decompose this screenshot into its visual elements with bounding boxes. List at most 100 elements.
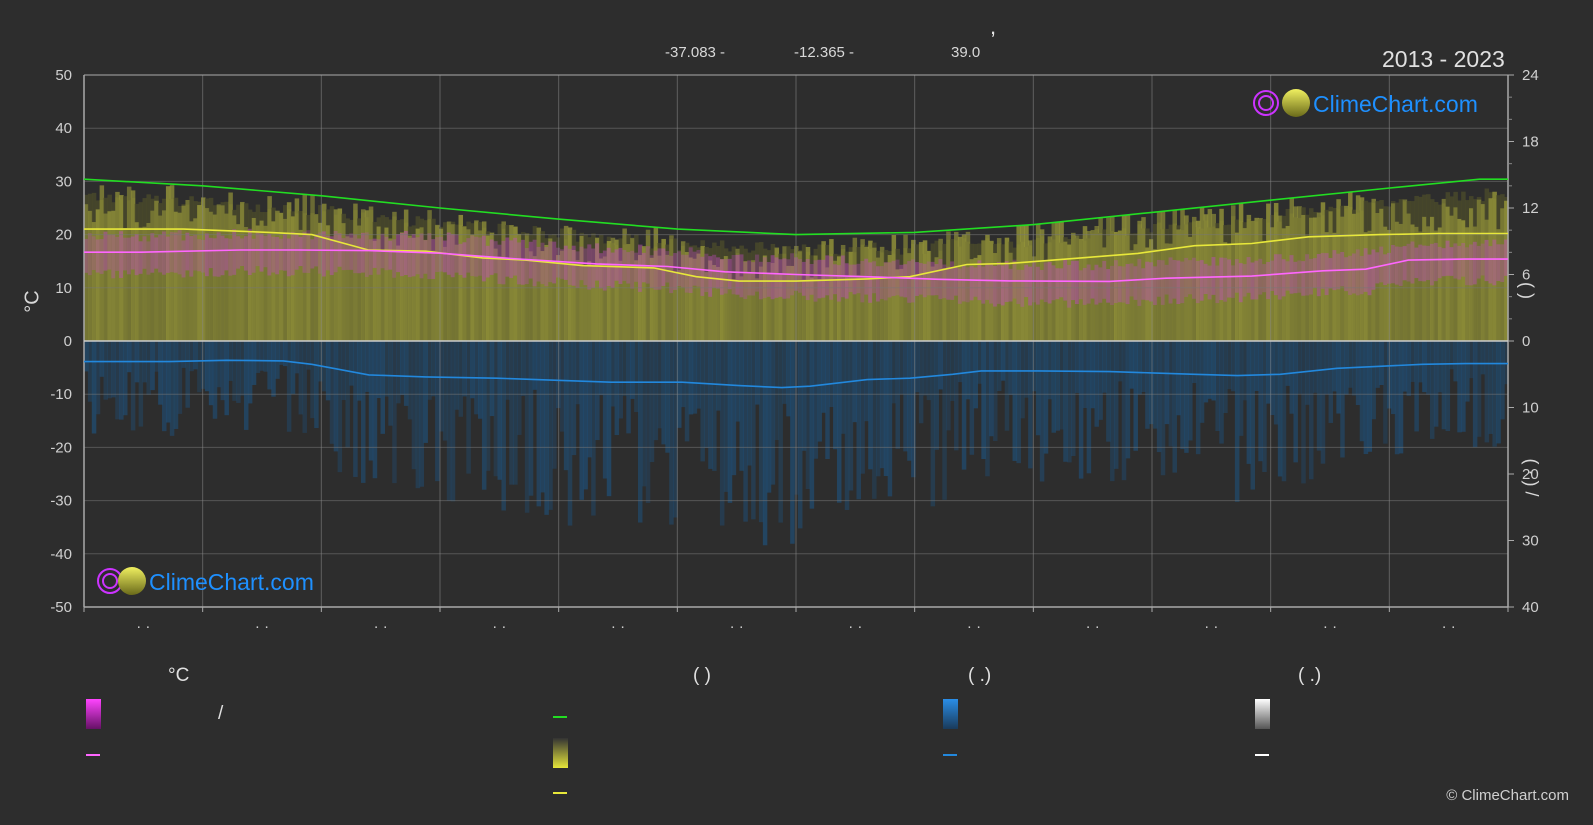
precip-bar	[559, 341, 565, 432]
precip-bar	[797, 341, 803, 529]
sunshine-bar	[1137, 220, 1142, 341]
sunshine-bar	[786, 265, 791, 341]
temp-range-bar	[688, 247, 694, 293]
precip-bar	[505, 341, 510, 400]
temp-range-bar	[598, 253, 604, 289]
precip-bar	[1281, 341, 1287, 482]
temp-range-bar	[99, 239, 105, 274]
temp-range-bar	[411, 233, 417, 277]
precip-bar	[805, 341, 811, 490]
precip-bar	[1359, 341, 1365, 442]
temp-range-bar	[1418, 244, 1423, 282]
sunshine-bar	[1375, 213, 1380, 341]
sunshine-bar	[228, 192, 233, 341]
sunshine-bar	[361, 209, 366, 341]
sunshine-bar	[1258, 218, 1263, 341]
sunshine-bar	[1028, 240, 1033, 341]
precip-bar	[1468, 341, 1474, 379]
sunshine-bar	[1500, 208, 1505, 341]
temp-range-bar	[860, 260, 865, 303]
precip-bar	[1297, 341, 1302, 394]
temp-range-bar	[212, 238, 218, 277]
precip-bar	[735, 341, 741, 422]
temp-range-bar	[1094, 264, 1099, 305]
temp-range-bar	[544, 247, 549, 287]
temp-range-bar	[333, 230, 339, 273]
temp-range-bar	[177, 230, 183, 275]
precip-bar	[1180, 341, 1185, 450]
temp-range-bar	[193, 234, 198, 271]
sunshine-bar	[513, 226, 518, 341]
precip-bar	[755, 341, 760, 405]
sunshine-bar	[1332, 232, 1337, 341]
temp-range-bar	[684, 254, 690, 293]
temp-range-swatch	[86, 699, 101, 729]
precip-bar	[844, 341, 850, 510]
sunshine-bar	[169, 185, 175, 341]
x-tick-label: · ·	[1323, 618, 1337, 635]
precip-bar	[540, 341, 545, 493]
sunshine-bar	[801, 279, 807, 341]
temp-range-bar	[1141, 268, 1146, 300]
sunshine-bar	[996, 238, 1002, 341]
precip-bar	[1094, 341, 1099, 427]
precip-bar	[626, 341, 631, 434]
temp-range-bar	[1324, 253, 1330, 296]
precip-bar	[1270, 341, 1275, 416]
temp-range-bar	[630, 250, 635, 289]
precip-bar	[138, 341, 144, 427]
precip-bar	[727, 341, 733, 503]
sunshine-bar	[719, 259, 725, 341]
sunshine-bar	[957, 236, 963, 341]
precip-bar	[961, 341, 967, 470]
temp-range-bar	[595, 243, 600, 281]
temp-range-bar	[1371, 249, 1376, 290]
precip-bar	[481, 341, 487, 490]
temp-range-bar	[1117, 266, 1123, 303]
precip-bar	[189, 341, 194, 372]
sunshine-bar	[419, 227, 425, 341]
precip-bar	[361, 341, 366, 483]
sunshine-bar	[247, 231, 253, 341]
temp-range-bar	[126, 237, 132, 275]
temp-range-bar	[321, 231, 327, 277]
temp-range-bar	[911, 259, 916, 303]
sunshine-bar	[450, 224, 456, 341]
sunshine-bar	[848, 251, 854, 341]
sunshine-bar	[267, 196, 272, 341]
sunshine-bar	[602, 256, 608, 341]
temp-range-bar	[954, 267, 959, 296]
sunshine-bar	[1160, 211, 1166, 341]
y-tick-label-right-bottom: 30	[1522, 533, 1539, 550]
temp-range-bar	[700, 256, 705, 296]
precip-bar	[1355, 341, 1361, 406]
sunshine-bar	[825, 267, 830, 341]
sunshine-bar	[712, 265, 717, 341]
sunshine-bar	[197, 205, 202, 341]
precip-bar	[747, 341, 752, 466]
sunshine-bar	[1406, 213, 1412, 341]
precip-bar	[1433, 341, 1439, 427]
precip-bar	[169, 341, 175, 436]
precip-bar	[236, 341, 241, 403]
y-tick-label-left: -10	[50, 386, 72, 403]
precip-bar	[454, 341, 460, 410]
precip-bar	[532, 341, 538, 390]
sunshine-bar	[1035, 224, 1041, 341]
sunshine-bar	[630, 237, 635, 341]
precip-bar	[883, 341, 889, 477]
temp-range-bar	[454, 234, 460, 273]
sunshine-bar	[598, 258, 604, 341]
precip-bar	[1465, 341, 1470, 402]
precip-bar	[938, 341, 943, 390]
temp-range-bar	[1472, 241, 1478, 285]
y-axis-right-bottom-label: ( · ) /	[1521, 458, 1542, 497]
sunshine-range-swatch	[553, 738, 568, 768]
sunshine-bar	[403, 209, 409, 341]
precip-bar	[914, 341, 920, 393]
temp-range-bar	[1020, 269, 1025, 307]
precip-bar	[528, 341, 534, 496]
temp-range-bar	[1398, 246, 1404, 286]
precip-bar	[1090, 341, 1096, 409]
temp-range-bar	[1476, 245, 1482, 279]
